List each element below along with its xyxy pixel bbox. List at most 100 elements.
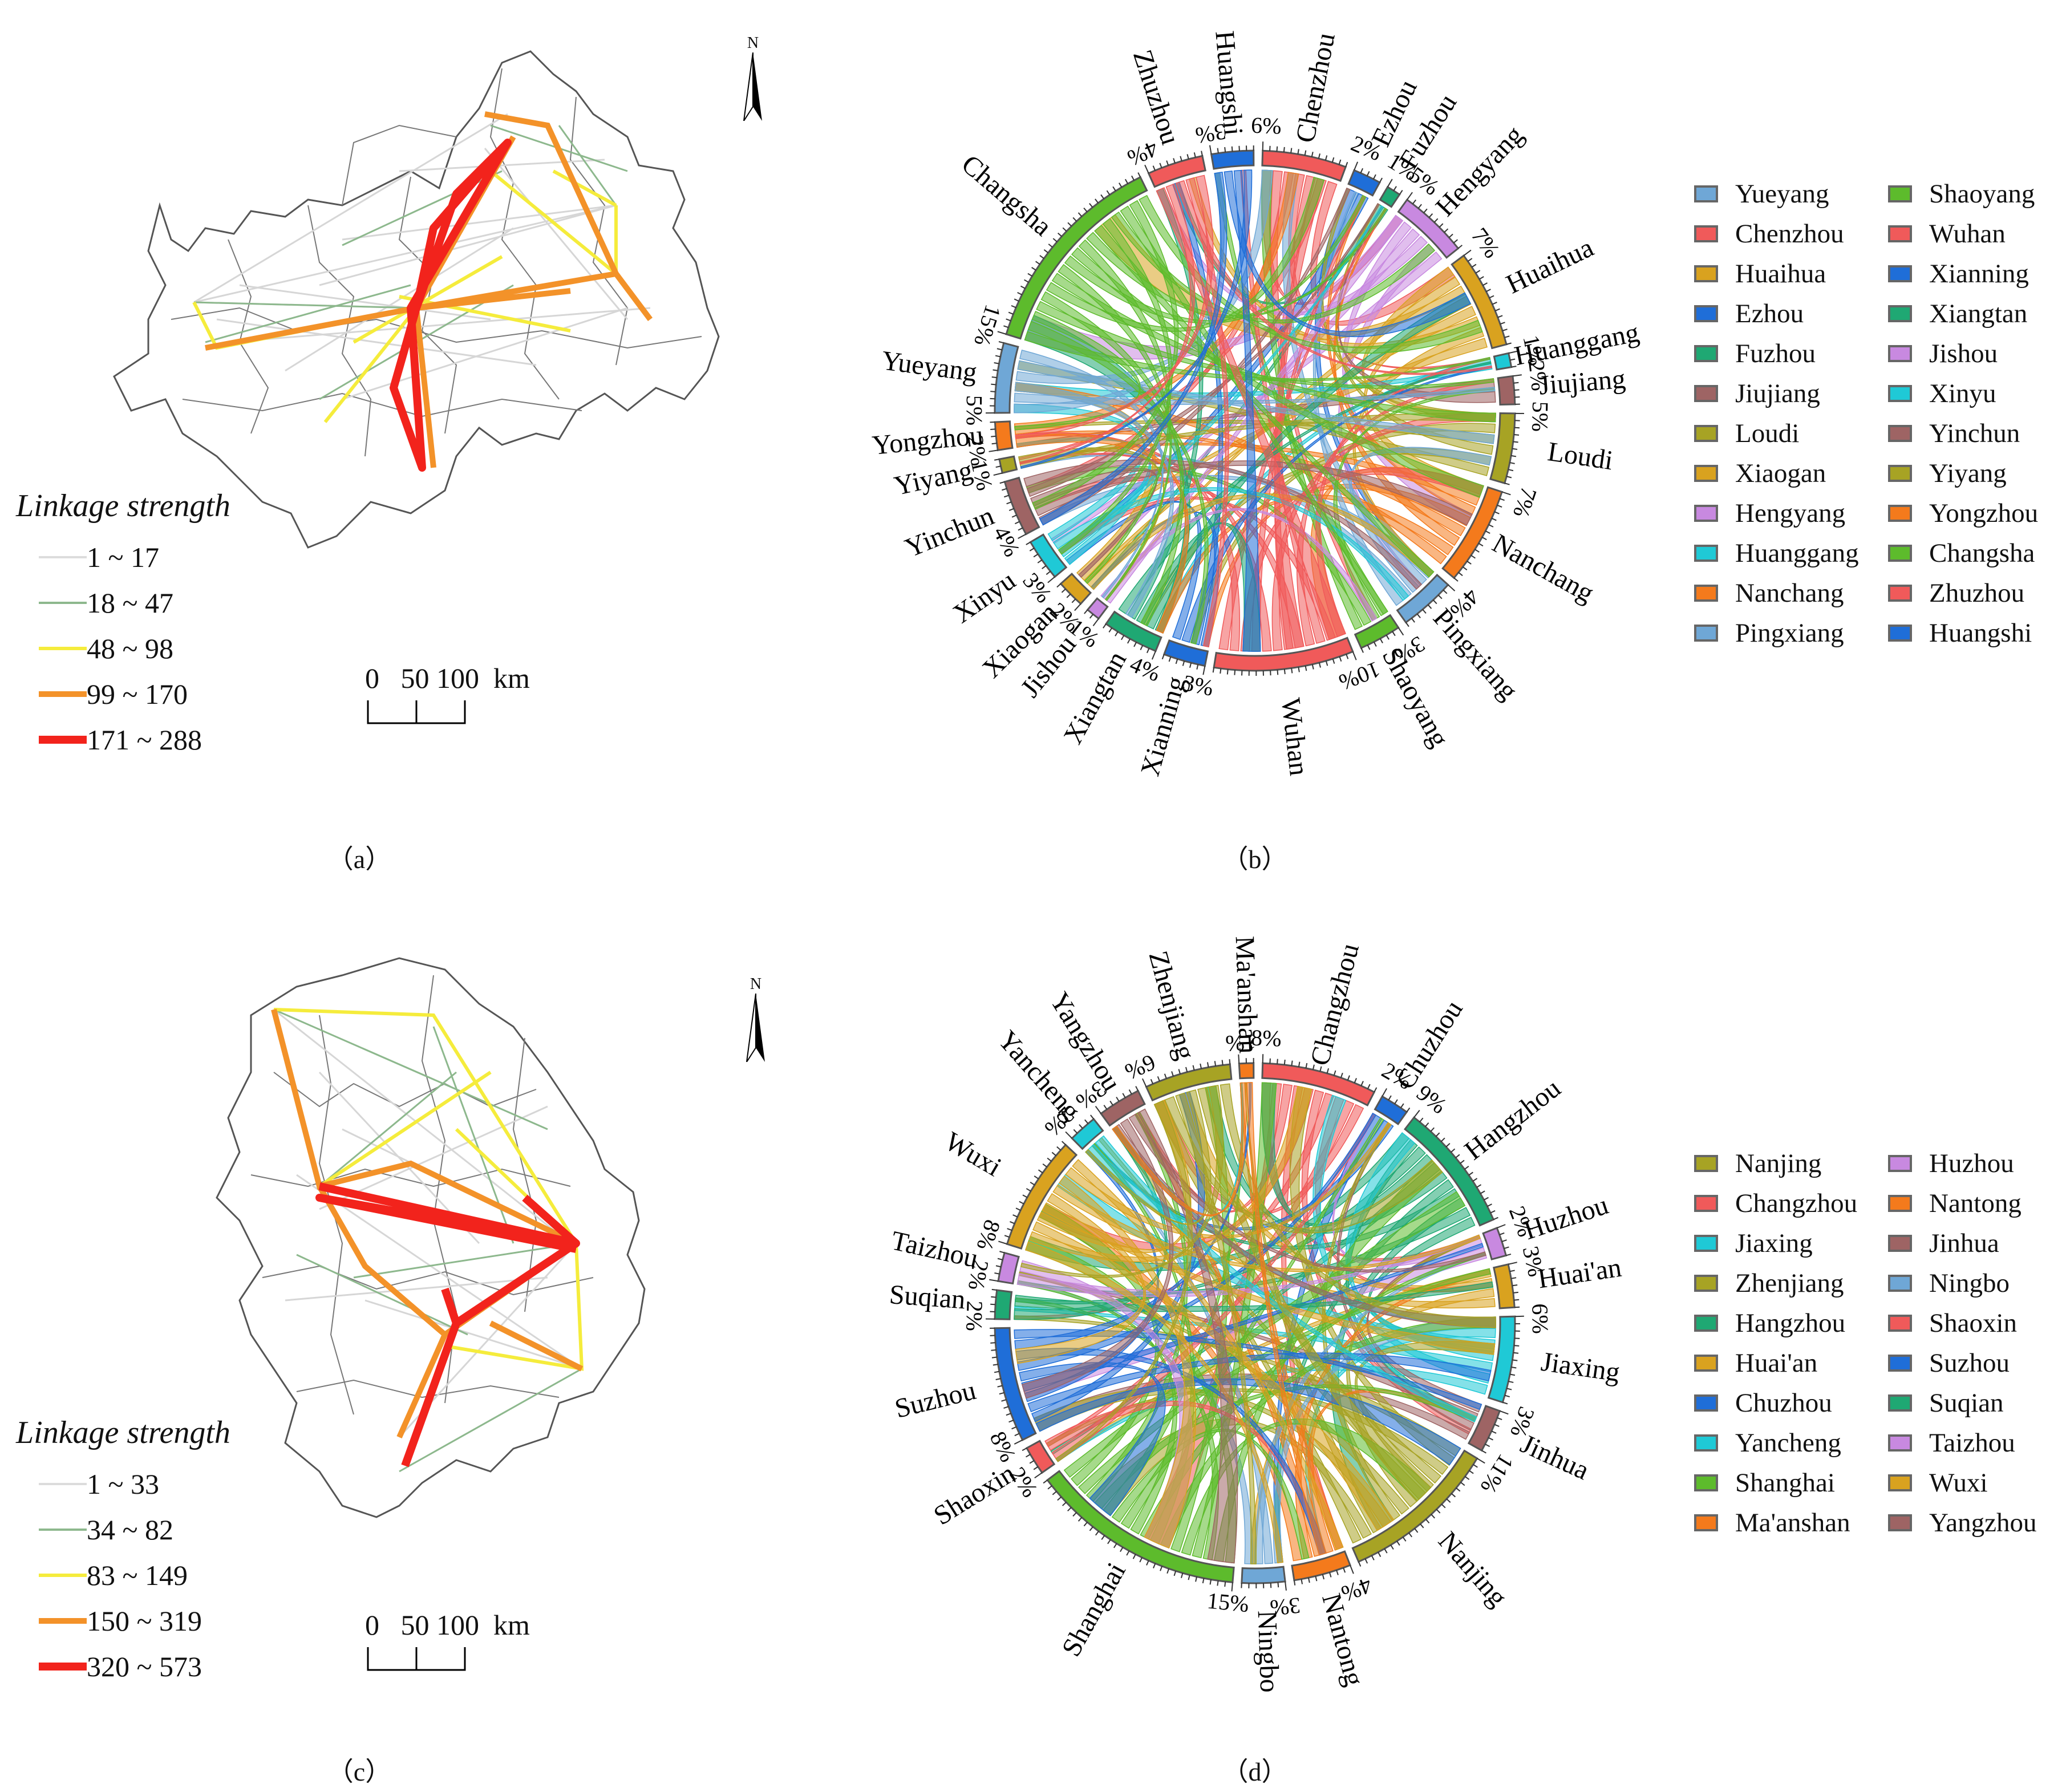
sector-tick xyxy=(1195,1576,1198,1582)
sector-tick xyxy=(1007,1228,1012,1231)
sector-jiujiang: 2%Jiujiang xyxy=(1497,359,1627,406)
sector-tick xyxy=(1382,1088,1387,1097)
legend-label: Wuhan xyxy=(1929,219,2006,249)
legend-label: Jiaxing xyxy=(1735,1229,1813,1258)
sector-tick xyxy=(1448,233,1453,238)
legend-swatch xyxy=(1888,1235,1912,1252)
legend-swatch xyxy=(1694,385,1718,402)
sector-tick xyxy=(1441,1503,1446,1509)
legend-line-swatch xyxy=(39,647,87,650)
sector-arc xyxy=(1403,1116,1495,1227)
chord-ribbon xyxy=(1015,1193,1146,1364)
sector-tick xyxy=(1043,249,1049,254)
sector-tick xyxy=(1378,1552,1382,1557)
sector-percent-label: 2% xyxy=(963,1258,994,1292)
sector-tick xyxy=(1333,1070,1336,1076)
legend-item: Huzhou xyxy=(1888,1146,2066,1181)
sector-tick xyxy=(1509,1373,1516,1376)
sector-tick xyxy=(1506,476,1512,479)
sector-tick xyxy=(1305,666,1307,671)
sector-tick xyxy=(1095,1105,1101,1114)
legend-swatch xyxy=(1694,1195,1718,1212)
sector-tick xyxy=(1484,1197,1489,1201)
panel-c-map: N Linkage strength 1 ~ 33 34 ~ 82 83 ~ 149… xyxy=(0,901,827,1791)
sector-tick xyxy=(1474,549,1480,553)
sector-arc xyxy=(1379,185,1401,208)
sector-tick xyxy=(1336,1570,1339,1575)
legend-swatch xyxy=(1888,425,1912,442)
legend-item: Xinyu xyxy=(1888,376,2066,411)
sector-tick xyxy=(1061,588,1066,593)
sector-tick xyxy=(1506,1388,1512,1390)
legend-item: Zhuzhou xyxy=(1888,576,2066,610)
sector-tick xyxy=(1146,1560,1149,1566)
caption-c: （c） xyxy=(327,1757,392,1786)
legend-item: Nanchang xyxy=(1694,576,1888,610)
sector-tick xyxy=(1160,1566,1163,1571)
sector-arc xyxy=(1046,1470,1235,1583)
sector-tick xyxy=(1006,501,1012,505)
sector-tick xyxy=(1464,1475,1470,1480)
sector-tick xyxy=(1083,207,1088,213)
sector-arc xyxy=(1493,352,1513,371)
chord-ribbon xyxy=(1027,321,1209,645)
sector-tick xyxy=(1285,1581,1287,1591)
legend-swatch xyxy=(1888,505,1912,522)
legend-label: 18 ~ 47 xyxy=(87,587,174,619)
sector-tick xyxy=(1462,566,1468,571)
sector-tick xyxy=(995,1265,1002,1268)
sector-tick xyxy=(1393,186,1397,191)
legend-line-swatch xyxy=(39,1618,87,1624)
legend-item: Ezhou xyxy=(1694,297,1888,331)
sector-tick xyxy=(1472,1178,1478,1182)
legend-label: Loudi xyxy=(1735,419,1800,448)
legend-item: Xianning xyxy=(1888,257,2066,291)
sector-yueyang: 5% Yueyang xyxy=(880,341,1019,425)
legend-swatch xyxy=(1694,265,1718,282)
sector-tick xyxy=(1103,623,1107,629)
sector-name-label: Hangzhou xyxy=(1459,1073,1566,1166)
chord-ribbon xyxy=(1072,1159,1344,1551)
sector-tick xyxy=(1499,1410,1509,1415)
chord-ribbon xyxy=(1118,361,1492,615)
sector-tick xyxy=(1497,504,1502,508)
sector-tick xyxy=(1354,161,1359,171)
sector-tick xyxy=(1291,1060,1293,1066)
legend-item: Suzhou xyxy=(1888,1346,2066,1380)
legend-label: Xiangtan xyxy=(1929,299,2028,329)
sector-tick xyxy=(1471,263,1477,268)
chord-ribbon xyxy=(1137,1108,1238,1564)
sector-tick xyxy=(1500,322,1505,325)
sector-tick xyxy=(1373,641,1377,647)
legend-item: Yinchun xyxy=(1888,416,2066,451)
sector-tick xyxy=(1366,171,1370,177)
sector-tick xyxy=(1437,594,1443,599)
sector-arc xyxy=(1241,1566,1286,1584)
sector-tick xyxy=(1326,1068,1330,1074)
legend-swatch xyxy=(1888,185,1912,202)
sector-tick xyxy=(1234,670,1236,675)
sector-tick xyxy=(1153,1563,1156,1568)
sector-tick xyxy=(1277,670,1279,675)
sector-tick xyxy=(1026,1188,1031,1192)
sector-tick xyxy=(1428,213,1433,218)
sector-arc xyxy=(1482,1227,1508,1260)
legend-swatch xyxy=(1888,1434,1912,1452)
chord-ribbon xyxy=(1017,360,1495,444)
sector-tick xyxy=(1014,298,1019,302)
legend-label: Fuzhou xyxy=(1735,339,1816,368)
legend-label: Ningbo xyxy=(1929,1268,2010,1298)
legend-swatch xyxy=(1694,465,1718,482)
legend-label: Chuzhou xyxy=(1735,1388,1832,1418)
linkage-lines-orange xyxy=(205,111,653,468)
sector-tick xyxy=(1047,1485,1052,1490)
legend-item: Yancheng xyxy=(1694,1426,1888,1460)
sector-arc xyxy=(1086,597,1109,620)
sector-tick xyxy=(1439,223,1444,228)
sector-tick xyxy=(1122,1093,1126,1098)
sector-tick xyxy=(1270,670,1271,676)
sector-tick xyxy=(1092,618,1099,626)
sector-tick xyxy=(1445,1143,1451,1148)
sector-tick xyxy=(1399,190,1403,195)
sector-tick xyxy=(1037,559,1043,563)
